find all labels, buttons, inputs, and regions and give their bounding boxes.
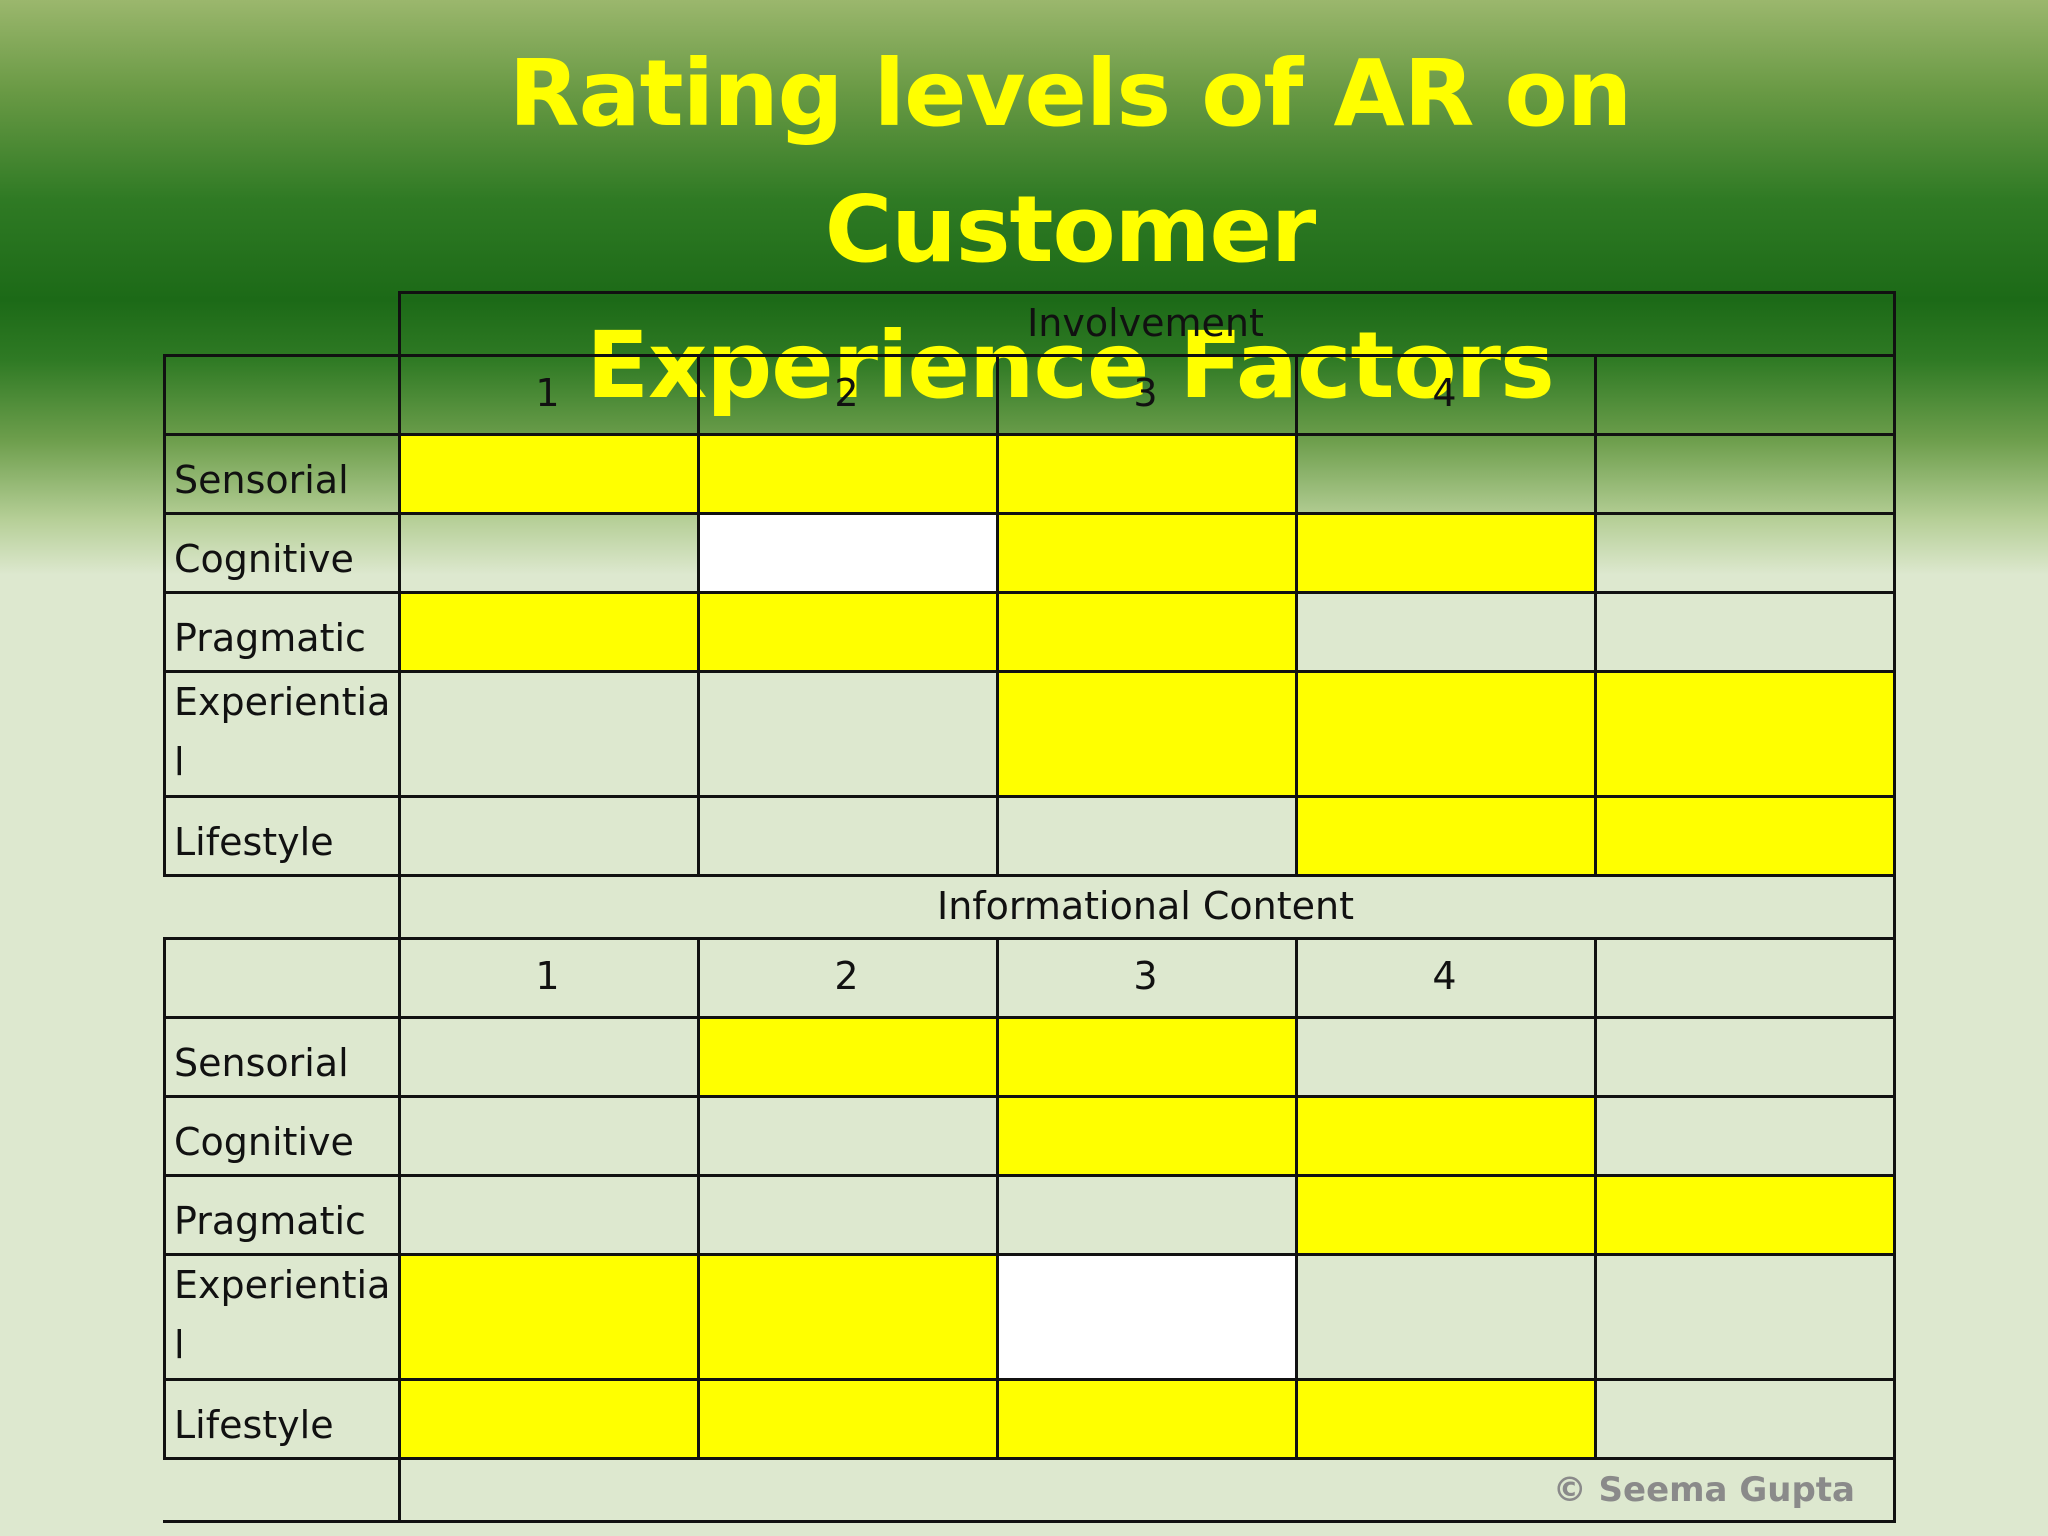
involvement-vline-1 [163,354,166,877]
involvement-cell-r5-c4 [1295,795,1594,874]
informational-cell-r4-c1 [398,1253,697,1378]
informational-column-header-4: 4 [1432,954,1457,998]
informational-column-header-2: 2 [834,954,859,998]
involvement-cell-r1-c1 [398,433,697,512]
involvement-hline-3 [163,512,1896,515]
involvement-cell-r5-c5 [1594,795,1893,874]
involvement-cell-r3-c3 [996,591,1295,670]
informational-hline-5 [163,1253,1896,1256]
involvement-cell-r2-c4 [1295,512,1594,591]
informational-line-header-top [398,874,1896,877]
informational-hline-4 [163,1174,1896,1177]
informational-vline-header-left [398,874,401,937]
footer-vline-right [1893,1457,1896,1520]
involvement-column-header-3: 3 [1133,371,1158,415]
informational-vline-1 [163,937,166,1460]
informational-cell-r2-c4 [1295,1095,1594,1174]
informational-hline-2 [163,1016,1896,1019]
involvement-hline-2 [163,433,1896,436]
involvement-hline-1 [163,354,1896,357]
involvement-line-header-top [398,291,1896,294]
involvement-row-label-1: Sensorial [174,458,349,502]
informational-cell-r5-c4 [1295,1378,1594,1457]
involvement-cell-r2-c3 [996,512,1295,591]
footer-hline-bottom [163,1520,1896,1523]
involvement-row-label-2: Cognitive [174,537,354,581]
informational-cell-r4-c3 [996,1253,1295,1378]
informational-column-header-1: 1 [535,954,560,998]
informational-vline-5 [1295,937,1298,1460]
informational-row-label-1: Sensorial [174,1041,349,1085]
slide-title: Rating levels of AR on Customer Experien… [250,26,1890,434]
copyright-notice: © Seema Gupta [1552,1470,1855,1510]
informational-hline-7 [163,1457,1896,1460]
involvement-column-header-2: 2 [834,371,859,415]
informational-hline-1 [163,937,1896,940]
informational-vline-7 [1893,937,1896,1460]
involvement-column-header-1: 1 [535,371,560,415]
involvement-vline-4 [996,354,999,877]
informational-cell-r4-c2 [697,1253,996,1378]
involvement-column-header-4: 4 [1432,371,1457,415]
involvement-vline-6 [1594,354,1597,877]
informational-row-label-5: Lifestyle [174,1403,334,1447]
informational-cell-r3-c5 [1594,1174,1893,1253]
informational-cell-r5-c2 [697,1378,996,1457]
involvement-cell-r2-c2 [697,512,996,591]
informational-row-label-2: Cognitive [174,1120,354,1164]
informational-hline-6 [163,1378,1896,1381]
involvement-vline-2 [398,354,401,877]
slide-title-line2: Experience Factors [586,312,1555,419]
involvement-cell-r1-c3 [996,433,1295,512]
involvement-vline-header-right [1893,291,1896,354]
involvement-cell-r3-c1 [398,591,697,670]
involvement-vline-5 [1295,354,1298,877]
informational-hline-3 [163,1095,1896,1098]
informational-cell-r3-c4 [1295,1174,1594,1253]
informational-cell-r5-c3 [996,1378,1295,1457]
informational-vline-4 [996,937,999,1460]
involvement-cell-r1-c2 [697,433,996,512]
informational-vline-header-right [1893,874,1896,937]
informational-header: Informational Content [936,884,1355,928]
involvement-row-label-4: Experientia l [174,680,391,784]
involvement-cell-r4-c3 [996,670,1295,795]
informational-column-header-3: 3 [1133,954,1158,998]
involvement-header: Involvement [1027,301,1264,345]
informational-cell-r5-c1 [398,1378,697,1457]
footer-vline-left [398,1457,401,1520]
involvement-vline-3 [697,354,700,877]
informational-row-label-3: Pragmatic [174,1199,366,1243]
informational-cell-r1-c2 [697,1016,996,1095]
informational-cell-r1-c3 [996,1016,1295,1095]
informational-vline-2 [398,937,401,1460]
informational-cell-r2-c3 [996,1095,1295,1174]
involvement-vline-header-left [398,291,401,354]
involvement-cell-r4-c4 [1295,670,1594,795]
involvement-hline-6 [163,795,1896,798]
involvement-hline-4 [163,591,1896,594]
informational-vline-6 [1594,937,1597,1460]
involvement-row-label-3: Pragmatic [174,616,366,660]
involvement-vline-7 [1893,354,1896,877]
involvement-hline-5 [163,670,1896,673]
involvement-cell-r4-c5 [1594,670,1893,795]
informational-vline-3 [697,937,700,1460]
slide-title-line1: Rating levels of AR on Customer [508,40,1632,283]
involvement-cell-r3-c2 [697,591,996,670]
involvement-row-label-5: Lifestyle [174,820,334,864]
informational-row-label-4: Experientia l [174,1263,391,1367]
